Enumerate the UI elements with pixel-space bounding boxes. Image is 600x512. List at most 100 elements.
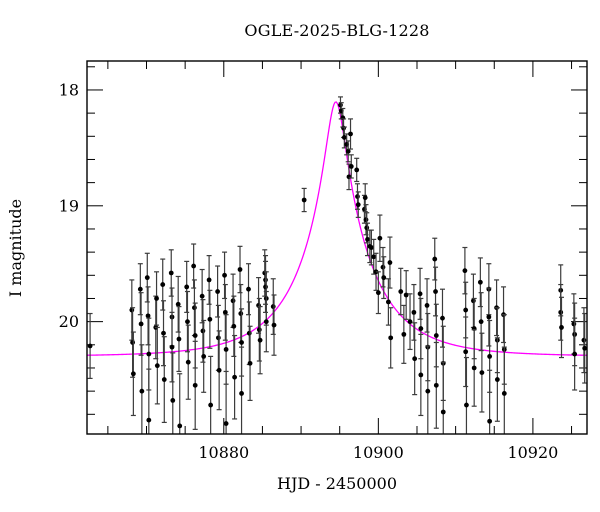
data-point: [263, 290, 269, 353]
data-point: [463, 356, 469, 434]
x-tick-label: 10920: [507, 443, 558, 462]
data-point: [348, 118, 354, 150]
data-point-marker: [201, 353, 207, 359]
data-point: [478, 292, 484, 352]
data-point-marker: [362, 195, 368, 201]
data-point: [558, 296, 564, 359]
data-point-marker: [246, 330, 252, 336]
data-point: [170, 352, 176, 434]
data-point-marker: [418, 372, 424, 378]
data-point: [433, 341, 439, 429]
data-point-marker: [375, 290, 381, 296]
data-point-marker: [192, 333, 198, 338]
data-point-marker: [185, 319, 190, 325]
data-point: [377, 214, 383, 263]
data-point-marker: [177, 423, 183, 429]
data-point: [191, 243, 197, 289]
data-point-marker: [144, 275, 150, 281]
data-point: [371, 238, 377, 275]
data-point-marker: [365, 236, 370, 242]
data-point-marker: [407, 319, 413, 325]
data-point-marker: [257, 337, 263, 343]
data-point: [184, 290, 190, 353]
data-point-marker: [154, 363, 160, 369]
data-point-marker: [487, 353, 493, 359]
data-point: [184, 260, 190, 313]
data-point-marker: [388, 335, 394, 341]
data-point: [175, 275, 181, 333]
data-point: [412, 322, 418, 396]
data-point: [581, 307, 587, 374]
data-point: [345, 140, 351, 163]
data-point: [387, 236, 393, 289]
data-point: [417, 267, 423, 320]
data-point: [425, 345, 431, 434]
data-point-marker: [247, 360, 253, 366]
y-tick-label: 18: [59, 80, 79, 99]
data-point: [257, 305, 263, 375]
data-point-marker: [239, 391, 244, 396]
data-point-marker: [263, 284, 268, 290]
data-point: [222, 283, 228, 341]
data-point: [432, 237, 438, 281]
data-point: [494, 337, 500, 422]
data-point-marker: [345, 148, 351, 154]
data-point: [301, 187, 307, 213]
data-point: [168, 249, 174, 297]
data-point-marker: [433, 333, 439, 338]
axis-ticks: [87, 61, 587, 434]
data-point-marker: [368, 245, 374, 250]
model-curve-layer: [87, 101, 587, 356]
data-point-marker: [398, 289, 404, 294]
data-point-marker: [478, 319, 484, 325]
data-point: [154, 326, 160, 405]
data-point-marker: [572, 351, 578, 357]
data-point: [418, 333, 424, 417]
data-point-marker: [301, 197, 307, 203]
data-point: [206, 255, 212, 305]
data-point-marker: [222, 309, 228, 315]
data-point: [486, 287, 492, 347]
data-point: [470, 273, 476, 329]
data-point-marker: [168, 270, 174, 276]
data-point: [177, 373, 183, 434]
data-point-marker: [363, 217, 369, 223]
data-point-marker: [417, 291, 423, 297]
data-point-marker: [223, 347, 229, 352]
data-point-marker: [130, 340, 135, 345]
data-point: [462, 246, 468, 295]
data-point-marker: [338, 102, 343, 108]
data-point: [375, 271, 381, 315]
data-point-marker: [354, 167, 360, 173]
data-point-marker: [486, 314, 492, 320]
data-point-marker: [355, 194, 360, 199]
data-point: [477, 257, 483, 308]
data-point-marker: [207, 316, 213, 322]
data-point: [380, 246, 386, 288]
data-point-marker: [424, 303, 430, 308]
data-point-marker: [138, 321, 144, 327]
data-point-marker: [403, 292, 409, 298]
data-point: [388, 307, 394, 369]
data-point: [424, 278, 430, 333]
data-point-marker: [216, 367, 222, 373]
data-point-marker: [238, 311, 244, 316]
data-point: [501, 346, 507, 434]
data-point-marker: [377, 235, 383, 241]
data-point: [403, 270, 409, 320]
data-point: [572, 317, 578, 391]
plot-frame: [86, 60, 588, 435]
data-point: [471, 329, 477, 407]
data-point-marker: [425, 388, 431, 394]
data-point: [87, 312, 93, 379]
data-point-marker: [130, 371, 136, 377]
data-point-marker: [380, 264, 386, 270]
data-point-marker: [215, 289, 221, 294]
y-tick-label: 20: [59, 312, 79, 331]
y-tick-label: 19: [59, 196, 79, 215]
data-point: [215, 304, 221, 371]
data-point: [199, 268, 205, 324]
data-point: [355, 191, 361, 218]
data-point-marker: [494, 377, 500, 382]
data-point-marker: [169, 344, 175, 350]
